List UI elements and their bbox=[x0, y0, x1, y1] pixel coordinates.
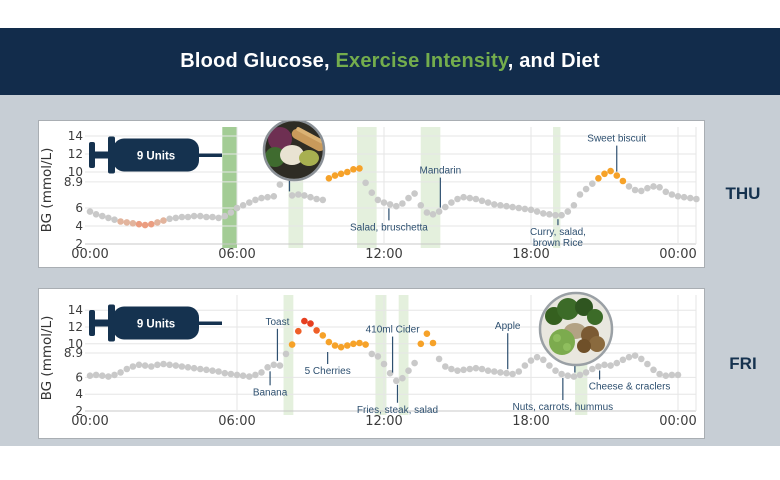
annotation-410ml-cider: 410ml Cider bbox=[366, 325, 421, 373]
annotation-label: Nuts, carrots, hummus bbox=[513, 402, 614, 413]
fri-chart: 9 Units Banana Toast 5 Cherries 410ml Cider F… bbox=[38, 288, 705, 439]
x-tick-label: 12:00 bbox=[365, 414, 402, 429]
y-tick-label: 6 bbox=[75, 201, 83, 215]
x-tick-label: 00:00 bbox=[71, 414, 108, 429]
y-tick-label: 8.9 bbox=[64, 175, 83, 189]
thu-day-label: THU bbox=[725, 184, 761, 203]
thu-row: 9 Units Salad, bruschetta Mandarin Curry, s… bbox=[38, 120, 780, 268]
annotation-label: Banana bbox=[253, 387, 288, 398]
meal-photo-group bbox=[538, 291, 614, 373]
annotation-sweet-biscuit: Sweet biscuit bbox=[587, 134, 646, 172]
annotation-label: Fries, steak, salad bbox=[357, 405, 438, 416]
insulin-syringe-icon: 9 Units bbox=[89, 304, 222, 342]
bg-readings bbox=[86, 165, 700, 229]
title-part-3: , and Diet bbox=[507, 50, 600, 72]
annotation-label: Apple bbox=[495, 321, 521, 332]
title-part-1: Blood Glucose, bbox=[180, 50, 336, 72]
y-axis-title: BG (mmol/L) bbox=[39, 148, 55, 233]
x-tick-label: 06:00 bbox=[218, 414, 255, 429]
exercise-bands bbox=[283, 295, 588, 415]
page-title: Blood Glucose, Exercise Intensity, and D… bbox=[180, 50, 599, 73]
annotation-nuts-carrots-hummus: Nuts, carrots, hummus bbox=[513, 378, 614, 413]
annotation-cheese-craclers: Cheese & craclers bbox=[589, 370, 671, 392]
chart-canvas: 9 Units Salad, bruschetta Mandarin Curry, s… bbox=[0, 95, 780, 446]
annotation-label: 410ml Cider bbox=[366, 325, 421, 336]
fri-day-label: FRI bbox=[729, 353, 757, 373]
y-tick-label: 12 bbox=[68, 320, 83, 334]
x-tick-label: 00:00 bbox=[659, 414, 696, 429]
x-tick-label: 00:00 bbox=[659, 247, 696, 262]
annotation-label: Mandarin bbox=[419, 166, 461, 177]
annotation-5-cherries: 5 Cherries bbox=[305, 352, 351, 377]
exercise-band-low bbox=[420, 127, 441, 248]
annotation-label: Salad, bruschetta bbox=[350, 222, 428, 233]
x-tick-label: 18:00 bbox=[512, 414, 549, 429]
exercise-band-low bbox=[553, 127, 561, 248]
y-tick-label: 10 bbox=[68, 337, 83, 351]
insulin-syringe-icon: 9 Units bbox=[89, 136, 222, 174]
x-tick-label: 12:00 bbox=[365, 247, 402, 262]
insulin-units-label: 9 Units bbox=[137, 151, 175, 163]
y-tick-label: 2 bbox=[75, 237, 83, 251]
exercise-band-high bbox=[222, 127, 237, 248]
y-tick-label: 10 bbox=[68, 165, 83, 179]
annotation-label: Sweet biscuit bbox=[587, 134, 646, 145]
fri-row: 9 Units Banana Toast 5 Cherries 410ml Cider F… bbox=[38, 288, 780, 439]
y-tick-label: 14 bbox=[68, 129, 83, 143]
title-part-exercise: Exercise Intensity bbox=[335, 50, 508, 72]
y-tick-label: 4 bbox=[75, 387, 83, 401]
annotation-label: Cheese & craclers bbox=[589, 381, 671, 392]
food-annotations: Salad, bruschetta Mandarin Curry, salad, br… bbox=[350, 134, 646, 250]
x-tick-label: 00:00 bbox=[71, 247, 108, 262]
insulin-units-label: 9 Units bbox=[137, 319, 175, 331]
exercise-band-low bbox=[398, 295, 409, 415]
annotation-mandarin: Mandarin bbox=[419, 166, 461, 208]
y-tick-label: 8.9 bbox=[64, 346, 83, 360]
thu-chart: 9 Units Salad, bruschetta Mandarin Curry, s… bbox=[38, 120, 705, 268]
meal-photo-group bbox=[262, 121, 326, 192]
food-annotations: Banana Toast 5 Cherries 410ml Cider Fries, s… bbox=[253, 317, 671, 416]
x-tick-label: 18:00 bbox=[512, 247, 549, 262]
annotation-curry-salad-brown-rice: Curry, salad, brown Rice bbox=[530, 219, 586, 249]
annotation-banana: Banana bbox=[253, 371, 288, 398]
meal-photo-dinner-plate bbox=[538, 291, 614, 367]
annotation-fries-steak-salad: Fries, steak, salad bbox=[357, 384, 438, 416]
y-tick-label: 14 bbox=[68, 303, 83, 317]
gridlines bbox=[85, 127, 697, 245]
annotation-label: Curry, salad, brown Rice bbox=[530, 227, 586, 249]
y-tick-label: 12 bbox=[68, 147, 83, 161]
annotation-salad-bruschetta: Salad, bruschetta bbox=[350, 208, 428, 233]
meal-photo-salad-bruschetta bbox=[262, 121, 326, 182]
y-tick-label: 6 bbox=[75, 370, 83, 384]
annotation-toast: Toast bbox=[265, 317, 290, 361]
annotation-label: 5 Cherries bbox=[305, 366, 351, 377]
title-bar: Blood Glucose, Exercise Intensity, and D… bbox=[0, 28, 780, 95]
annotation-label: Toast bbox=[265, 317, 289, 328]
bg-readings bbox=[86, 317, 682, 385]
y-axis-title: BG (mmol/L) bbox=[39, 316, 55, 401]
exercise-band-low bbox=[357, 127, 377, 248]
x-tick-label: 06:00 bbox=[218, 247, 255, 262]
exercise-band-low bbox=[375, 295, 387, 415]
annotation-apple: Apple bbox=[495, 321, 521, 370]
y-tick-label: 4 bbox=[75, 219, 83, 233]
y-tick-label: 2 bbox=[75, 404, 83, 418]
